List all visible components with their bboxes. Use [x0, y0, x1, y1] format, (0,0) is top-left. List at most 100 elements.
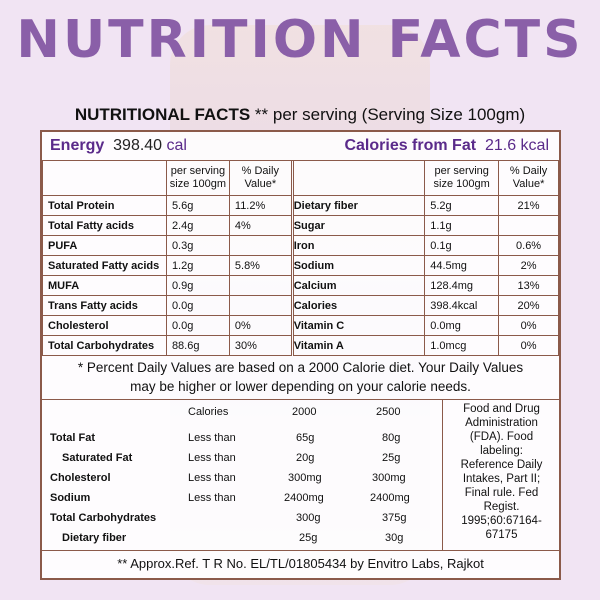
guide-row: Cholesterol Less than 300mg 300mg	[42, 472, 442, 488]
nutrient-dv: 20%	[498, 295, 559, 316]
header-blank-left	[42, 160, 167, 196]
nutrient-dv: 30%	[228, 335, 293, 356]
fda-line: Food and Drug	[463, 403, 540, 415]
daily-guide-table: Calories 2000 2500 Total Fat Less than 6…	[42, 400, 443, 550]
table-row: Total Protein 5.6g 11.2% Dietary fiber 5…	[42, 195, 559, 216]
fat-calories-value: 21.6 kcal	[484, 137, 549, 154]
fda-line: Administration	[465, 417, 538, 429]
header-per-serving-left: per serving size 100gm	[165, 160, 230, 196]
guide-condition: Less than	[188, 432, 236, 444]
guide-value-2000: 300mg	[288, 472, 322, 484]
nutrient-amount: 5.2g	[424, 195, 500, 216]
footer-reference: ** Approx.Ref. T R No. EL/TL/01805434 by…	[42, 550, 559, 579]
header-per-serving-right: per serving size 100gm	[424, 160, 500, 196]
nutrient-amount: 1.2g	[165, 255, 230, 276]
subtitle-bold: NUTRITIONAL FACTS	[74, 105, 251, 124]
nutrient-name: Cholesterol	[42, 315, 167, 336]
guide-row: Sodium Less than 2400mg 2400mg	[42, 492, 442, 508]
nutrient-dv: 11.2%	[228, 195, 293, 216]
nutrient-amount: 0.0g	[165, 315, 230, 336]
guide-value-2000: 20g	[296, 452, 315, 464]
nutrient-dv	[228, 235, 293, 256]
guide-value-2500: 375g	[382, 512, 407, 524]
serving-subtitle: NUTRITIONAL FACTS ** per serving (Servin…	[0, 105, 600, 125]
energy-row: Energy 398.40 cal Calories from Fat 21.6…	[42, 132, 559, 161]
nutrient-amount: 128.4mg	[424, 275, 500, 296]
nutrient-dv	[228, 275, 293, 296]
note-line-2: may be higher or lower depending on your…	[130, 379, 471, 394]
fat-calories-info: Calories from Fat 21.6 kcal	[344, 137, 549, 155]
nutrient-name: Sodium	[290, 255, 426, 276]
guide-value-2000: 2400mg	[284, 492, 324, 504]
guide-value-2000: 25g	[299, 532, 318, 544]
table-row: Trans Fatty acids 0.0g Calories 398.4kca…	[42, 295, 559, 316]
table-row: Cholesterol 0.0g 0% Vitamin C 0.0mg 0%	[42, 315, 559, 336]
nutrient-amount: 0.0mg	[424, 315, 500, 336]
nutrient-dv: 21%	[498, 195, 559, 216]
guide-header-row: Calories 2000 2500	[42, 406, 442, 422]
header-daily-left: % Daily Value*	[228, 160, 293, 196]
guide-value-2000: 300g	[296, 512, 321, 524]
fda-line: Reference Daily	[460, 459, 543, 471]
nutrient-dv: 5.8%	[228, 255, 293, 276]
guide-value-2500: 25g	[382, 452, 401, 464]
nutrient-name: Trans Fatty acids	[42, 295, 167, 316]
guide-label: Total Carbohydrates	[50, 512, 157, 524]
nutrient-name: Calcium	[290, 275, 426, 296]
nutrient-amount: 0.1g	[424, 235, 500, 256]
nutrient-amount: 1.0mcg	[424, 335, 500, 356]
table-header-row: per serving size 100gm % Daily Value* per …	[42, 160, 559, 196]
nutrient-amount: 0.9g	[165, 275, 230, 296]
guide-label: Sodium	[50, 492, 91, 504]
nutrient-amount: 398.4kcal	[424, 295, 500, 316]
nutrient-name: Sugar	[290, 215, 426, 236]
fda-line: (FDA). Food	[469, 431, 534, 443]
nutrient-name: Total Carbohydrates	[42, 335, 167, 356]
nutrient-amount: 44.5mg	[424, 255, 500, 276]
nutrient-amount: 88.6g	[165, 335, 230, 356]
nutrient-table: per serving size 100gm % Daily Value* per …	[42, 160, 559, 356]
guide-value-2500: 300mg	[372, 472, 406, 484]
energy-info: Energy 398.40 cal	[50, 137, 187, 155]
table-row: MUFA 0.9g Calcium 128.4mg 13%	[42, 275, 559, 296]
nutrient-dv: 0.6%	[498, 235, 559, 256]
guide-label: Saturated Fat	[62, 452, 133, 464]
nutrient-name: Total Protein	[42, 195, 167, 216]
nutrient-dv: 2%	[498, 255, 559, 276]
fda-line: Regist.	[483, 501, 520, 513]
nutrient-dv: 0%	[498, 335, 559, 356]
energy-unit: cal	[166, 137, 187, 154]
fda-line: labeling:	[480, 445, 523, 457]
guide-value-2000: 65g	[296, 432, 315, 444]
nutrient-name: Vitamin C	[290, 315, 426, 336]
nutrient-dv	[498, 215, 559, 236]
guide-label: Total Fat	[50, 432, 96, 444]
table-row: Saturated Fatty acids 1.2g 5.8% Sodium 4…	[42, 255, 559, 276]
guide-condition: Less than	[188, 472, 236, 484]
nutrient-dv: 0%	[498, 315, 559, 336]
table-row: PUFA 0.3g Iron 0.1g 0.6%	[42, 235, 559, 256]
table-row: Total Carbohydrates 88.6g 30% Vitamin A …	[42, 335, 559, 356]
guide-header-2500: 2500	[376, 406, 401, 418]
nutrient-amount: 1.1g	[424, 215, 500, 236]
nutrient-amount: 2.4g	[165, 215, 230, 236]
fat-calories-label: Calories from Fat	[344, 137, 477, 154]
page-title: NUTRITION FACTS	[16, 10, 584, 70]
daily-value-note: * Percent Daily Values are based on a 20…	[42, 354, 559, 400]
nutrient-name: Dietary fiber	[290, 195, 426, 216]
energy-label: Energy	[50, 137, 105, 154]
nutrient-amount: 0.0g	[165, 295, 230, 316]
guide-row: Total Carbohydrates 300g 375g	[42, 512, 442, 528]
fda-line: Final rule. Fed	[464, 487, 539, 499]
nutrient-name: PUFA	[42, 235, 167, 256]
note-line-1: * Percent Daily Values are based on a 20…	[77, 360, 524, 375]
nutrient-name: Total Fatty acids	[42, 215, 167, 236]
guide-condition: Less than	[188, 452, 236, 464]
fda-reference: Food and Drug Administration (FDA). Food…	[444, 402, 559, 542]
energy-value: 398.40	[113, 137, 163, 154]
fda-line: 1995;60:67164-	[461, 515, 542, 527]
nutrient-dv: 0%	[228, 315, 293, 336]
guide-label: Dietary fiber	[62, 532, 127, 544]
guide-header-calories: Calories	[188, 406, 229, 418]
nutrient-amount: 0.3g	[165, 235, 230, 256]
